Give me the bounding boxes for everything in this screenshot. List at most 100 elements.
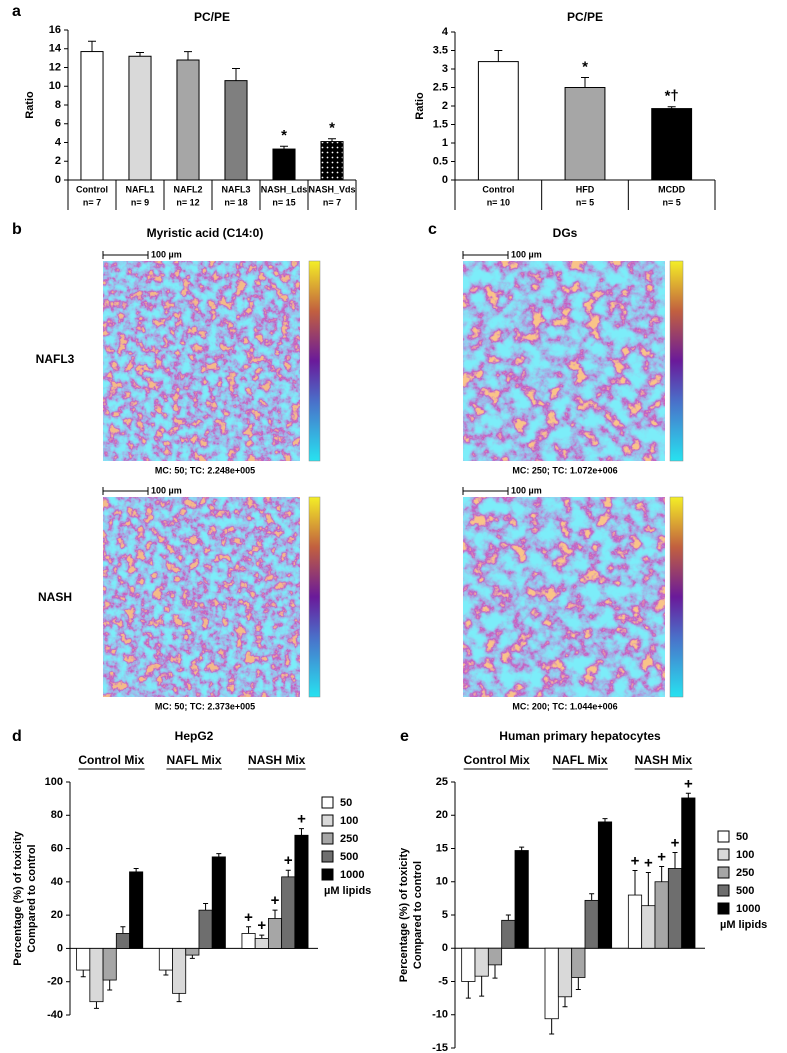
bar <box>172 948 187 994</box>
error-bar <box>203 902 209 911</box>
error-bar <box>298 828 304 836</box>
y-tick-label: 80 <box>51 809 63 821</box>
x-tick-label: HFD <box>576 184 595 194</box>
x-tick-label: NAFL2 <box>174 184 203 194</box>
n-label: n= 5 <box>576 197 594 207</box>
legend-swatch <box>321 850 334 863</box>
legend-label: 100 <box>340 815 358 827</box>
bar <box>102 948 117 981</box>
row-label: NASH <box>38 590 72 604</box>
error-bar <box>589 893 595 901</box>
error-bar <box>163 970 169 976</box>
bar <box>254 938 269 949</box>
chart-title: HepG2 <box>175 729 214 743</box>
y-tick-label: 6 <box>55 118 61 130</box>
annotation: + <box>671 834 680 851</box>
y-tick-label: 8 <box>55 99 61 111</box>
chart-title: Human primary hepatocytes <box>499 729 661 743</box>
bar <box>514 850 529 949</box>
n-label: n= 7 <box>83 197 101 207</box>
y-tick-label: 5 <box>442 909 448 921</box>
bar <box>128 55 152 181</box>
legend-swatch <box>321 832 334 845</box>
bar <box>544 947 559 1020</box>
y-tick-label: 2.5 <box>433 81 448 93</box>
x-tick-label: NAFL3 <box>222 184 251 194</box>
legend-note: µM lipids <box>324 885 371 897</box>
y-tick-label: 1.5 <box>433 118 448 130</box>
bar <box>320 141 344 181</box>
y-tick-label: 0 <box>57 942 63 954</box>
legend-swatch <box>717 848 730 861</box>
legend-label: 1000 <box>340 869 364 881</box>
legend-swatch <box>717 866 730 879</box>
bar <box>654 881 669 949</box>
scale-bar: 100 µm <box>462 485 542 495</box>
panel-letter: b <box>12 221 22 238</box>
error-bar <box>328 138 336 142</box>
y-tick-label: 20 <box>436 809 448 821</box>
y-tick-label: 10 <box>436 876 448 888</box>
error-bar <box>280 145 288 150</box>
bar <box>158 948 173 971</box>
legend-swatch <box>717 902 730 915</box>
error-bar <box>685 792 691 798</box>
group-label: NASH Mix <box>635 753 693 767</box>
y-tick-label: 60 <box>51 842 63 854</box>
error-bar <box>479 976 485 997</box>
error-bar <box>120 926 126 934</box>
n-label: n= 9 <box>131 197 149 207</box>
bar <box>477 61 519 181</box>
error-bar <box>659 865 665 882</box>
legend-swatch <box>321 796 334 809</box>
colorbar <box>308 496 321 698</box>
bar <box>294 834 309 949</box>
error-bar <box>581 77 589 88</box>
bar <box>564 87 606 181</box>
y-tick-label: -5 <box>438 975 448 987</box>
y-tick-label: -20 <box>47 976 63 988</box>
bar <box>571 947 586 978</box>
error-bar <box>465 981 471 999</box>
annotation: + <box>271 892 280 909</box>
legend-note: µM lipids <box>720 919 767 931</box>
error-bar <box>602 818 608 822</box>
legend-label: 500 <box>736 885 754 897</box>
image-title: DGs <box>553 226 578 240</box>
legend-label: 50 <box>736 831 748 843</box>
bar <box>557 947 573 998</box>
scale-label: 100 µm <box>511 485 542 495</box>
y-tick-label: 16 <box>49 24 61 36</box>
y-tick-label: 12 <box>49 61 61 73</box>
annotation: * <box>582 58 588 75</box>
scale-label: 100 µm <box>511 249 542 259</box>
y-axis-label: Ratio <box>414 92 426 120</box>
n-label: n= 5 <box>663 197 681 207</box>
bar <box>211 856 226 949</box>
y-axis-label: Compared to control <box>412 861 424 969</box>
bar <box>651 108 693 181</box>
ms-image <box>103 497 300 697</box>
y-tick-label: 20 <box>51 909 63 921</box>
error-bar <box>136 52 144 57</box>
y-tick-label: -10 <box>432 1009 448 1021</box>
image-caption: MC: 50; TC: 2.373e+005 <box>155 701 255 711</box>
annotation: + <box>684 775 693 792</box>
annotation: + <box>257 917 266 934</box>
group-label: Control Mix <box>78 753 144 767</box>
annotation: + <box>644 854 653 871</box>
error-bar <box>107 980 113 991</box>
scale-label: 100 µm <box>151 249 182 259</box>
annotation: + <box>657 848 666 865</box>
y-tick-label: 2 <box>442 100 448 112</box>
ms-image <box>103 261 300 461</box>
y-tick-label: 10 <box>49 80 61 92</box>
bar <box>76 948 91 971</box>
legend-label: 100 <box>736 849 754 861</box>
annotation: + <box>244 909 253 926</box>
group-label: NAFL Mix <box>552 753 607 767</box>
legend-label: 500 <box>340 851 358 863</box>
ms-image <box>463 497 665 697</box>
y-tick-label: 25 <box>436 776 448 788</box>
legend-label: 1000 <box>736 903 760 915</box>
